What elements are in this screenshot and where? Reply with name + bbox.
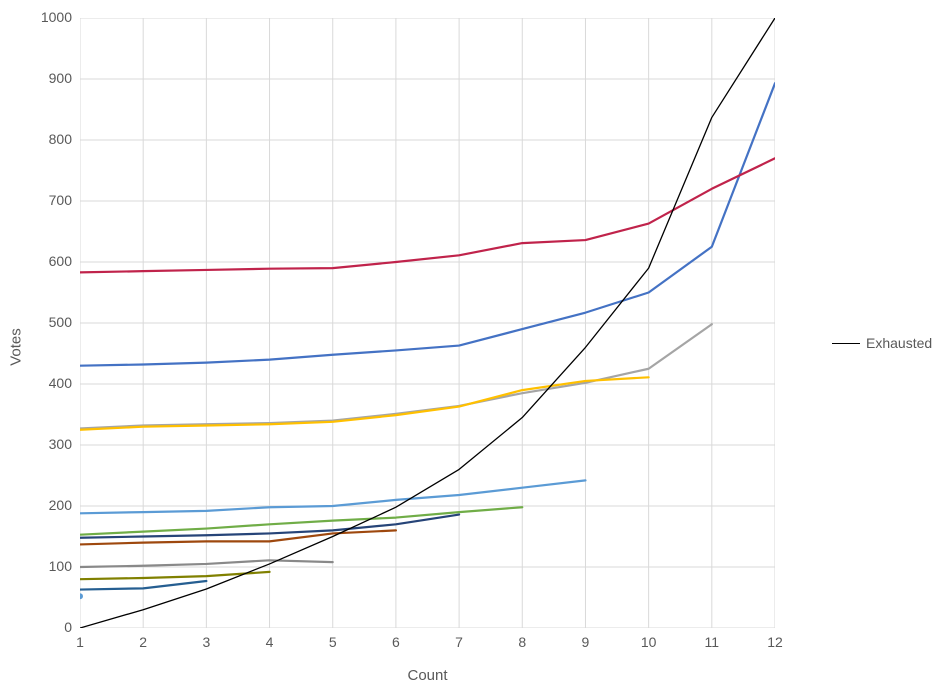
x-tick-label: 2 [128,634,158,650]
x-tick-label: 11 [697,634,727,650]
x-tick-label: 12 [760,634,790,650]
x-tick-label: 5 [318,634,348,650]
y-tick-label: 900 [49,70,72,86]
x-tick-label: 9 [570,634,600,650]
x-tick-label: 3 [191,634,221,650]
y-tick-label: 300 [49,436,72,452]
x-tick-label: 7 [444,634,474,650]
x-tick-label: 8 [507,634,537,650]
x-tick-label: 1 [65,634,95,650]
y-tick-label: 100 [49,558,72,574]
y-tick-label: 400 [49,375,72,391]
legend-entry: Exhausted [832,335,932,351]
y-tick-label: 0 [64,619,72,635]
y-axis-title: Votes [7,328,24,366]
series-s-yellow [80,377,649,429]
x-tick-label: 10 [634,634,664,650]
plot-area [80,18,775,628]
y-tick-label: 200 [49,497,72,513]
y-tick-label: 700 [49,192,72,208]
legend-swatch [832,343,860,344]
series-s-dot [80,593,83,599]
chart-container: Votes Count 0 100 200 300 400 500 600 700 800 900… [0,0,945,694]
x-axis-title: Count [80,667,775,684]
y-tick-label: 600 [49,253,72,269]
y-tick-label: 1000 [41,9,72,25]
x-tick-label: 4 [255,634,285,650]
y-tick-label: 800 [49,131,72,147]
legend-label: Exhausted [866,335,932,351]
y-tick-label: 500 [49,314,72,330]
x-tick-label: 6 [381,634,411,650]
